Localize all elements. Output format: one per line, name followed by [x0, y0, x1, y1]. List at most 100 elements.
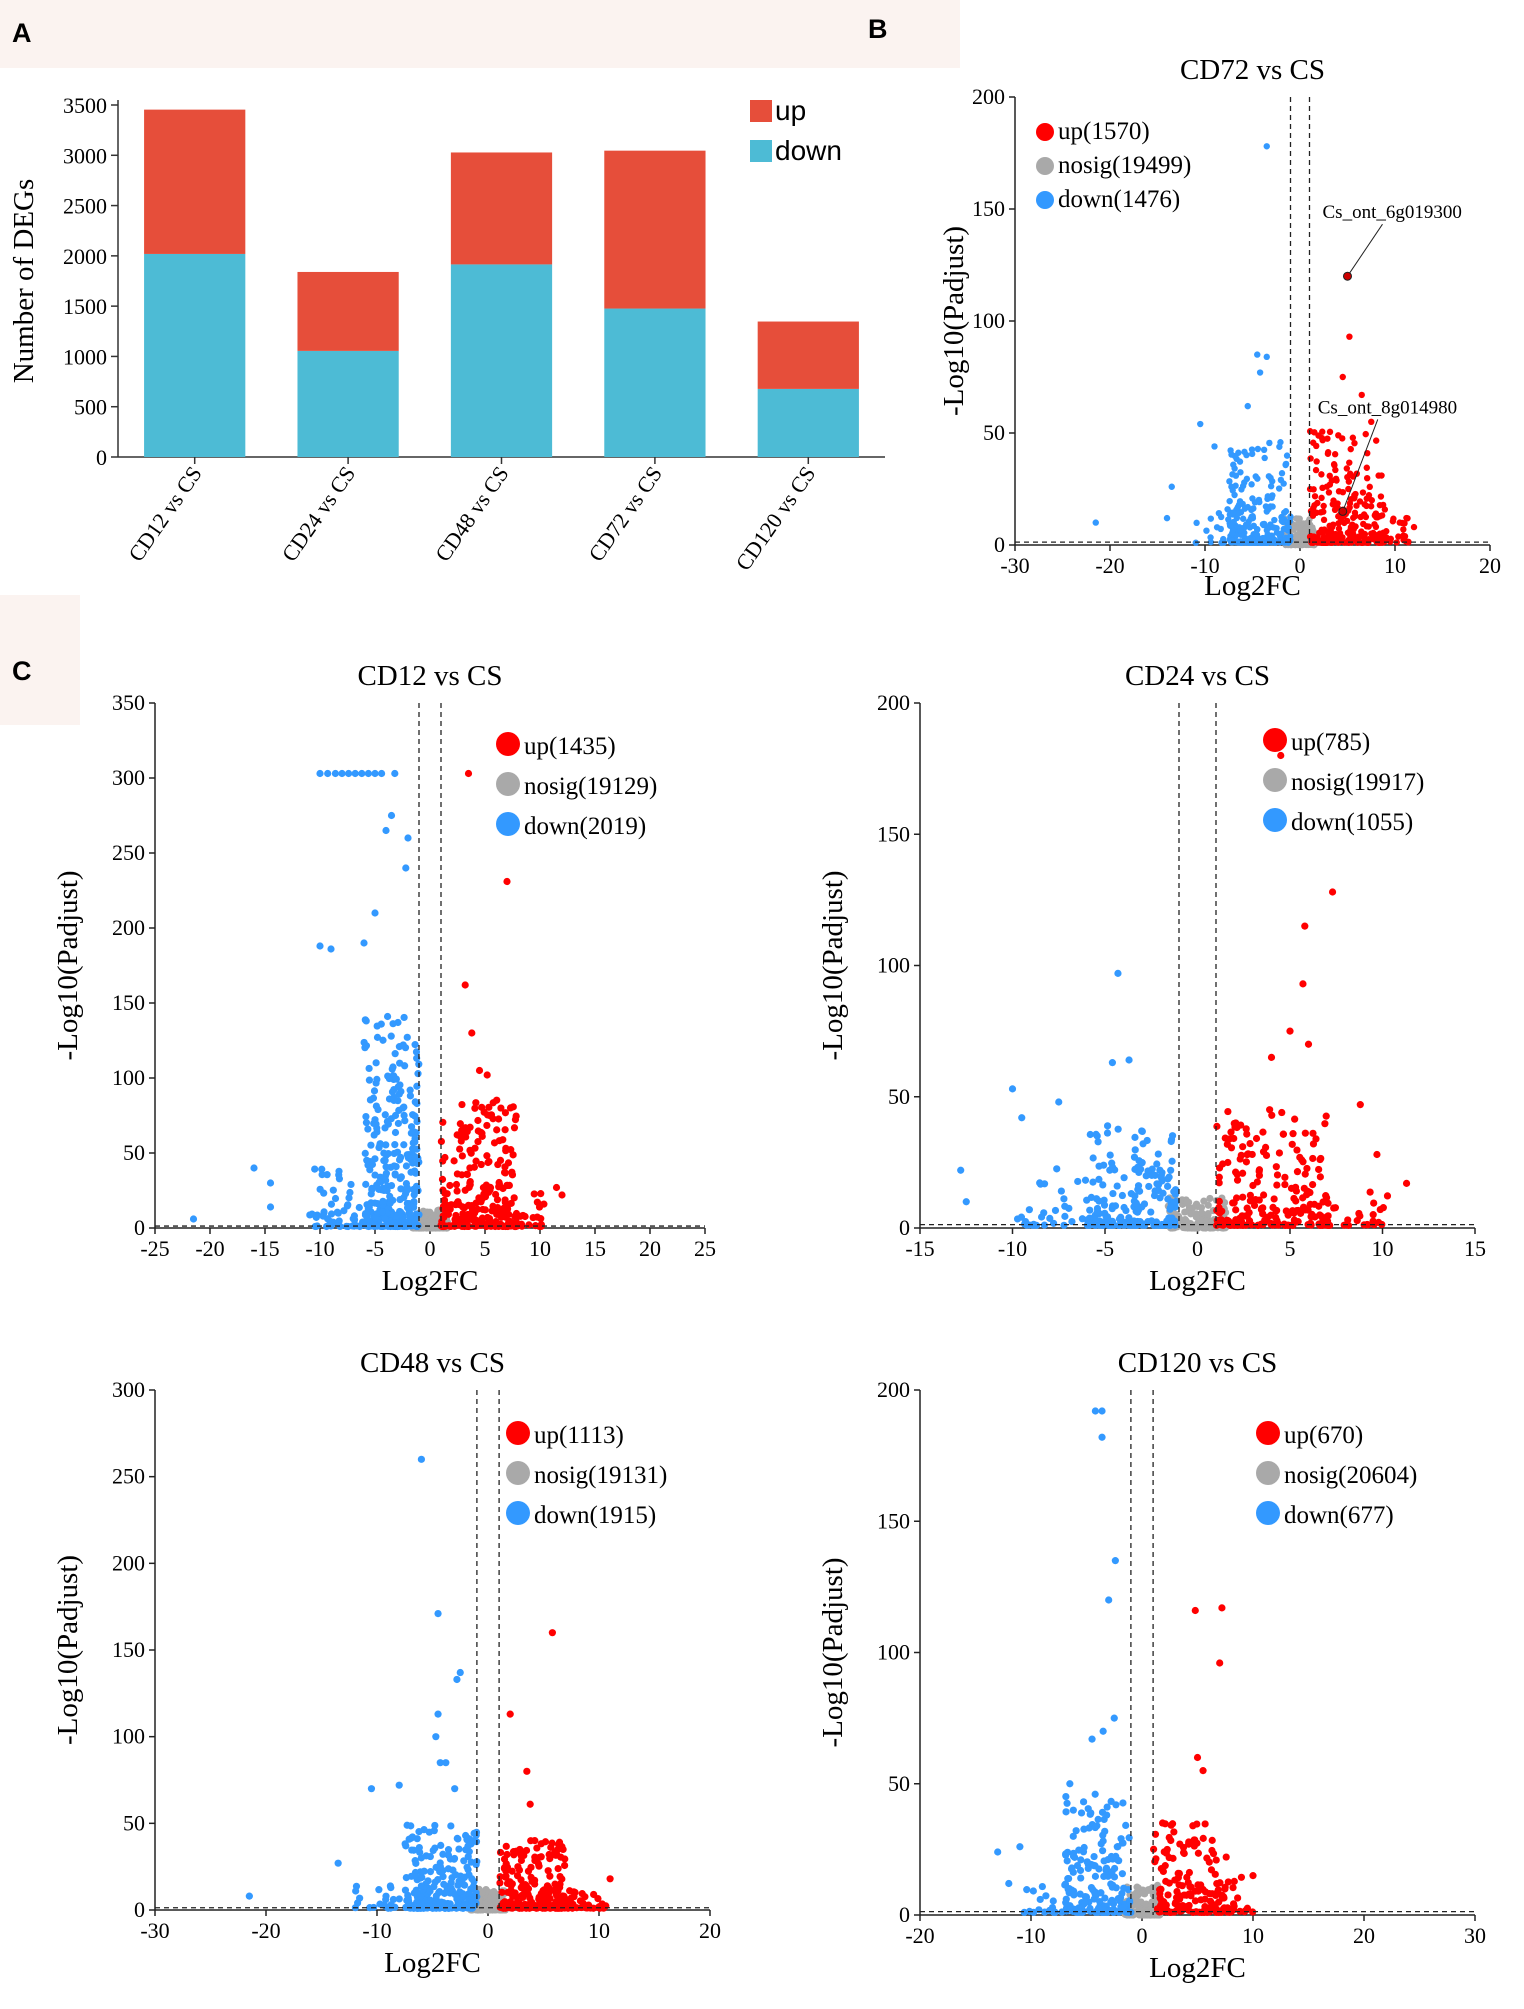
up-point	[1309, 1129, 1317, 1137]
up-point	[1246, 1139, 1254, 1148]
down-point	[1280, 480, 1287, 487]
down-point	[362, 1042, 371, 1050]
up-point	[485, 1103, 493, 1111]
down-point	[371, 909, 379, 917]
down-point	[1226, 478, 1233, 485]
down-point	[1100, 1161, 1108, 1169]
up-point	[1379, 501, 1387, 509]
up-point	[453, 1187, 461, 1195]
down-point	[472, 1831, 480, 1839]
down-point	[1060, 1195, 1068, 1203]
down-point	[365, 1217, 374, 1225]
nosig-point	[1181, 1208, 1189, 1216]
nosig-point	[1204, 1201, 1212, 1209]
up-point	[503, 877, 511, 886]
up-point	[1365, 539, 1372, 546]
x-tick-label: -20	[251, 1918, 280, 1943]
legend-label-down: down	[775, 135, 842, 166]
down-point	[1220, 535, 1227, 543]
down-point	[1079, 1798, 1088, 1806]
up-point	[1318, 1221, 1326, 1229]
up-point	[558, 1191, 566, 1199]
down-point	[1114, 1895, 1122, 1903]
down-point	[1111, 1557, 1119, 1565]
down-point	[1164, 1195, 1172, 1203]
x-tick-label: 20	[699, 1918, 721, 1943]
up-point	[1237, 1873, 1246, 1881]
down-point	[1062, 1850, 1070, 1858]
up-point	[1347, 532, 1354, 540]
bar-up	[757, 321, 859, 389]
down-point	[1168, 1157, 1176, 1165]
down-point	[435, 1887, 444, 1896]
y-tick-label: 50	[983, 420, 1005, 445]
up-point	[483, 1152, 491, 1160]
up-point	[1187, 1883, 1195, 1891]
down-point	[404, 834, 412, 842]
up-point	[1316, 1155, 1324, 1164]
y-tick-label: 0	[899, 1215, 910, 1240]
down-point	[1069, 1806, 1077, 1814]
y-tick-label: 0	[134, 1897, 145, 1922]
down-point	[1085, 1824, 1093, 1832]
up-point	[1351, 492, 1358, 499]
up-point	[506, 1104, 515, 1112]
down-point	[1111, 1864, 1119, 1873]
y-tick-label: 0	[994, 532, 1005, 557]
up-point	[535, 1903, 543, 1911]
down-point	[362, 1180, 370, 1188]
up-point	[1194, 1881, 1202, 1889]
down-point	[365, 1076, 374, 1084]
up-point	[1205, 1858, 1213, 1866]
nosig-point	[1133, 1900, 1141, 1909]
x-tick-label: 0	[1137, 1923, 1148, 1948]
y-axis-label: -Log10(Padjust)	[817, 870, 849, 1060]
down-point	[1063, 1857, 1071, 1865]
nosig-point	[1303, 519, 1311, 527]
up-point	[1229, 1900, 1238, 1908]
down-point	[1089, 1154, 1097, 1162]
up-point	[1371, 521, 1378, 528]
up-point	[1185, 1868, 1194, 1877]
up-point	[1207, 1866, 1216, 1874]
up-point	[1329, 501, 1336, 508]
down-point	[402, 1162, 411, 1170]
points-layer	[994, 1407, 1257, 1919]
up-point	[1377, 493, 1385, 500]
volcano-cd24: CD24 vs CS 0 50 100 150 200 -15 -10 -5 0 5 10 15 Log2…	[817, 660, 1486, 1297]
up-point	[537, 1215, 545, 1223]
up-point	[518, 1891, 526, 1900]
down-point	[1077, 1856, 1085, 1864]
down-point	[396, 1059, 404, 1067]
up-point	[1162, 1877, 1170, 1885]
up-point	[1363, 502, 1370, 510]
up-point	[1294, 1218, 1302, 1226]
up-point	[505, 1218, 513, 1227]
x-tick-label: -30	[140, 1918, 169, 1943]
down-point	[1103, 1811, 1111, 1819]
down-point	[376, 1140, 384, 1148]
down-point	[1266, 439, 1273, 447]
down-point	[362, 1017, 370, 1025]
x-tick-label: 10	[1242, 1923, 1264, 1948]
up-point	[494, 1115, 503, 1123]
down-point	[1230, 461, 1237, 468]
down-point	[1170, 1188, 1178, 1196]
up-point	[1171, 1876, 1179, 1884]
x-tick-label: 10	[1384, 553, 1406, 578]
down-point	[403, 1151, 411, 1159]
down-point	[1276, 531, 1284, 538]
down-point	[1229, 487, 1236, 494]
down-point	[1064, 1875, 1072, 1883]
down-point	[1228, 537, 1236, 545]
up-point	[1349, 473, 1357, 480]
up-point	[531, 1880, 539, 1888]
up-point	[1315, 432, 1322, 439]
down-point	[1156, 1166, 1164, 1174]
down-point	[1126, 1908, 1134, 1916]
nosig-point	[1192, 1210, 1201, 1218]
x-tick-label: -5	[1096, 1236, 1114, 1261]
down-point	[1256, 369, 1264, 376]
up-point	[584, 1901, 593, 1909]
up-point	[479, 1184, 488, 1192]
